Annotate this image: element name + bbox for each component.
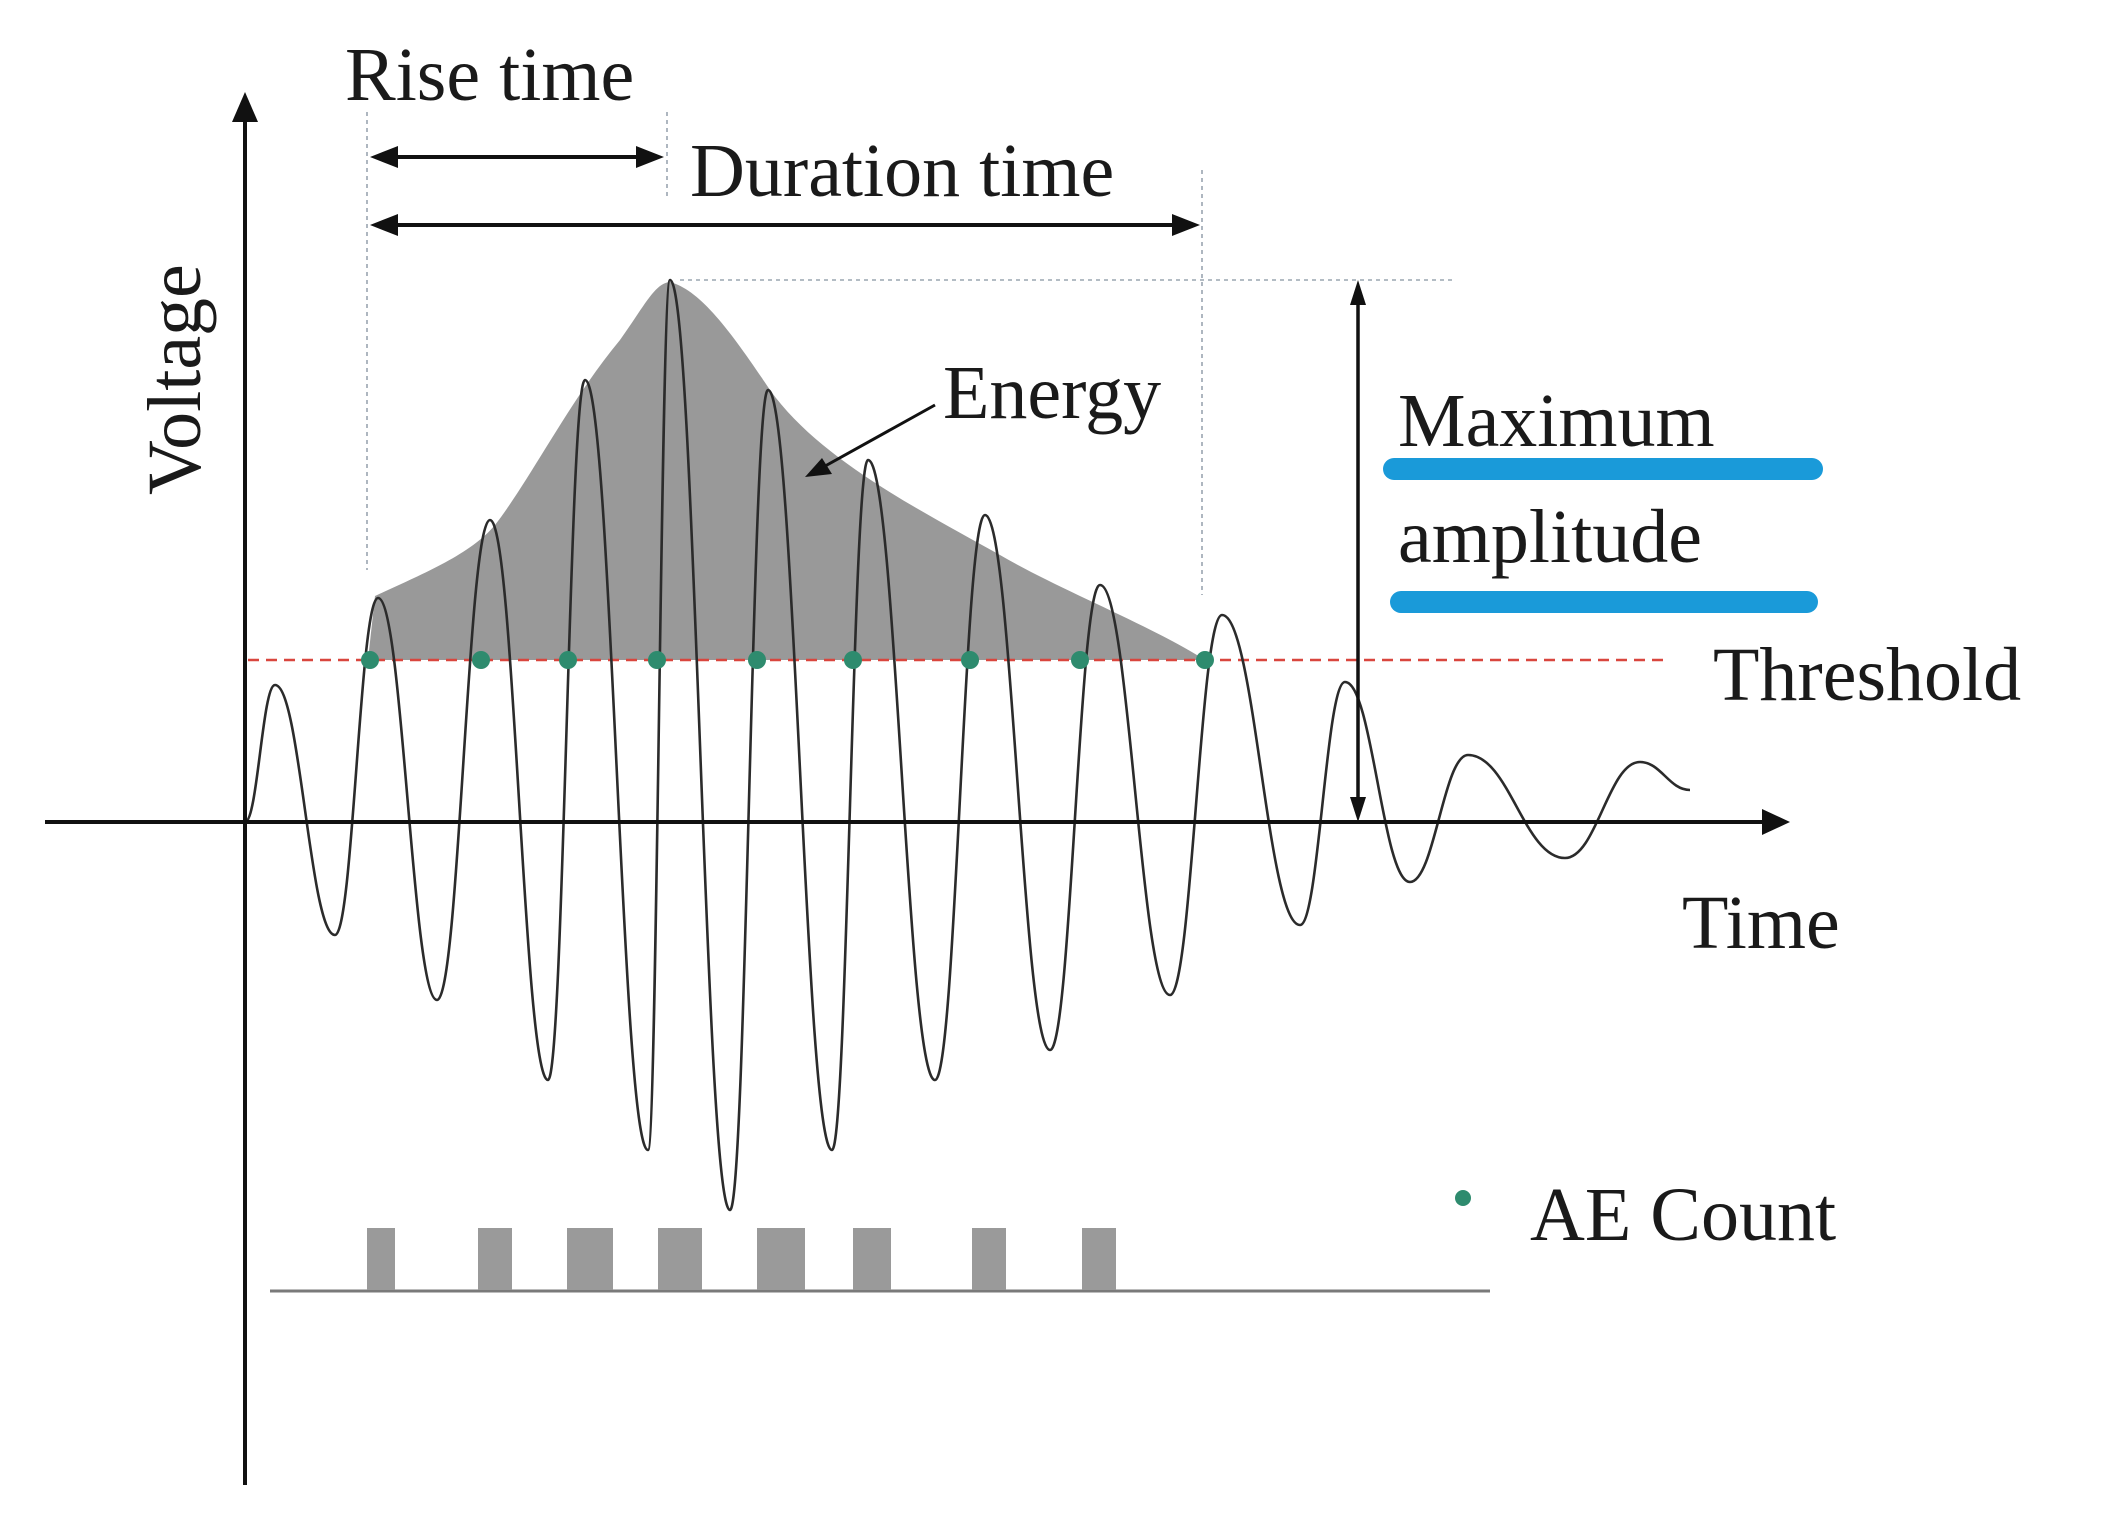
ae-count-markers: [361, 651, 1214, 669]
ae-count-marker: [1196, 651, 1214, 669]
ae-count-marker: [961, 651, 979, 669]
threshold-label: Threshold: [1713, 633, 2021, 717]
count-pulse: [853, 1228, 891, 1290]
rise-time-label: Rise time: [345, 33, 634, 117]
count-pulse: [757, 1228, 805, 1290]
rise-time-arrow: [370, 146, 664, 168]
count-pulse: [367, 1228, 395, 1290]
ae-count-marker: [472, 651, 490, 669]
duration-time-arrow: [370, 214, 1200, 236]
ae-count-marker: [1071, 651, 1089, 669]
ae-count-marker: [559, 651, 577, 669]
maximum-amplitude-label-line2: amplitude: [1398, 495, 1702, 579]
count-pulses: [367, 1228, 1116, 1290]
highlight-bar-lower: [1390, 591, 1818, 613]
count-pulse: [1082, 1228, 1116, 1290]
duration-time-label: Duration time: [690, 129, 1114, 213]
x-axis-arrowhead: [1762, 809, 1790, 835]
count-pulse: [972, 1228, 1006, 1290]
ae-count-legend-marker: [1455, 1190, 1471, 1206]
ae-count-legend-label: AE Count: [1530, 1173, 1836, 1257]
waveform: [243, 278, 1691, 1212]
axes: [45, 92, 1790, 1485]
energy-area: [368, 282, 1205, 660]
ae-count-marker: [844, 651, 862, 669]
ae-count-marker: [748, 651, 766, 669]
energy-pointer-arrow: [805, 403, 936, 477]
ae-count-marker: [361, 651, 379, 669]
count-pulse: [478, 1228, 512, 1290]
count-pulse: [567, 1228, 613, 1290]
ae-count-marker: [648, 651, 666, 669]
highlight-bar-upper: [1383, 458, 1823, 480]
maximum-amplitude-label-line1: Maximum: [1398, 379, 1715, 463]
time-axis-label: Time: [1682, 881, 1840, 965]
y-axis-arrowhead: [232, 92, 258, 122]
count-pulse: [658, 1228, 702, 1290]
maximum-amplitude-arrow: [1350, 280, 1366, 822]
guide-lines: [366, 112, 1455, 595]
energy-label: Energy: [943, 351, 1161, 435]
voltage-axis-label: Voltage: [133, 264, 217, 495]
